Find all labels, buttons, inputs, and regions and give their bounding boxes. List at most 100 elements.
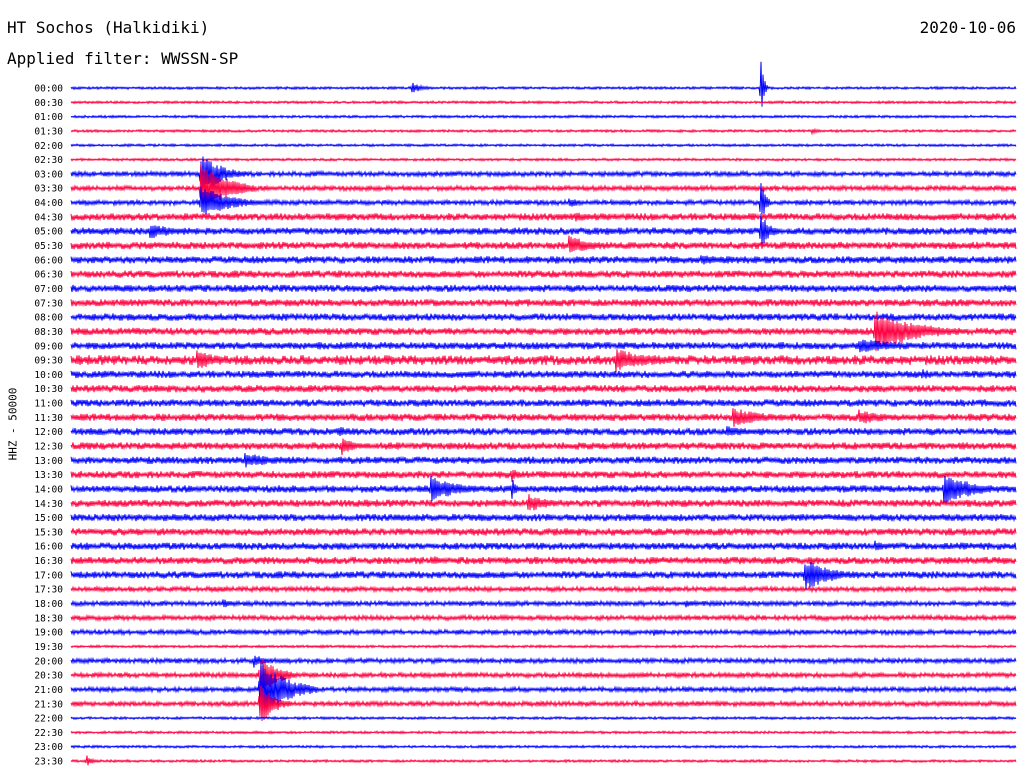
trace-row [70, 99, 1017, 105]
trace-row [70, 475, 1017, 505]
trace-row [70, 540, 1017, 551]
tick-label: 00:00 [34, 84, 63, 95]
date-label-text: 2020-10-06 [919, 18, 1016, 37]
tick-label: 01:30 [34, 126, 63, 137]
trace-row [70, 384, 1017, 394]
tick-label: 08:30 [34, 327, 63, 338]
tick-label: 02:30 [34, 155, 63, 166]
tick-label: 19:30 [34, 642, 63, 653]
trace-row [70, 183, 1017, 215]
tick-label: 11:30 [34, 413, 63, 424]
tick-label: 17:30 [34, 585, 63, 596]
trace-row [70, 311, 1017, 352]
seismic-traces [70, 61, 1017, 766]
trace-row [70, 269, 1017, 279]
station-title: HT Sochos (Halkidiki) [7, 18, 209, 37]
trace-row [70, 156, 1017, 189]
trace-row [70, 715, 1017, 721]
tick-label: 07:30 [34, 298, 63, 309]
tick-label: 22:00 [34, 714, 63, 725]
tick-label: 06:30 [34, 270, 63, 281]
time-tick-labels: 00:00 00:30 01:00 01:30 02:00 02:30 03:00 03:30… [34, 84, 63, 768]
tick-label: 12:30 [34, 442, 63, 453]
tick-label: 17:00 [34, 570, 63, 581]
trace-row [70, 408, 1017, 427]
trace-row [70, 555, 1017, 566]
trace-row [70, 744, 1017, 750]
trace-row [70, 729, 1017, 735]
date-label: 2020-10-06 [920, 18, 1016, 37]
trace-row [70, 426, 1017, 437]
trace-row [70, 212, 1017, 222]
tick-label: 13:30 [34, 470, 63, 481]
tick-label: 02:00 [34, 141, 63, 152]
tick-label: 21:00 [34, 685, 63, 696]
trace-row [70, 561, 1017, 590]
tick-label: 11:00 [34, 399, 63, 410]
trace-row [70, 255, 1017, 265]
tick-label: 06:00 [34, 255, 63, 266]
trace-row [70, 513, 1017, 523]
tick-label: 21:30 [34, 699, 63, 710]
trace-row [70, 452, 1017, 468]
trace-row [70, 659, 1017, 694]
tick-label: 19:00 [34, 628, 63, 639]
trace-row [70, 157, 1017, 163]
trace-row [70, 644, 1017, 649]
trace-row [70, 655, 1017, 668]
tick-label: 12:00 [34, 427, 63, 438]
tick-label: 14:30 [34, 499, 63, 510]
tick-label: 23:00 [34, 742, 63, 753]
tick-label: 16:00 [34, 542, 63, 553]
trace-row [70, 469, 1017, 482]
trace-row [70, 627, 1017, 637]
tick-label: 15:30 [34, 527, 63, 538]
trace-row [70, 584, 1017, 594]
trace-row [70, 163, 1017, 208]
trace-row [70, 61, 1017, 107]
station-title-text: HT Sochos (Halkidiki) [7, 18, 210, 37]
tick-label: 08:00 [34, 313, 63, 324]
tick-label: 00:30 [34, 98, 63, 109]
tick-label: 03:00 [34, 169, 63, 180]
trace-row [70, 755, 1017, 766]
trace-row [70, 398, 1017, 408]
tick-label: 10:30 [34, 384, 63, 395]
tick-label: 07:00 [34, 284, 63, 295]
tick-label: 14:00 [34, 484, 63, 495]
tick-label: 16:30 [34, 556, 63, 567]
filter-prefix: Applied filter: [7, 49, 152, 68]
tick-label: 05:00 [34, 227, 63, 238]
trace-row [70, 438, 1017, 456]
trace-row [70, 369, 1017, 379]
trace-row [70, 663, 1017, 718]
tick-label: 23:30 [34, 757, 63, 768]
trace-row [70, 114, 1017, 120]
tick-label: 15:00 [34, 513, 63, 524]
tick-label: 05:30 [34, 241, 63, 252]
tick-label: 09:00 [34, 341, 63, 352]
trace-row [70, 685, 1017, 722]
tick-label: 18:30 [34, 613, 63, 624]
trace-row [70, 494, 1017, 511]
trace-row [70, 142, 1017, 148]
trace-row [70, 213, 1017, 245]
trace-row [70, 235, 1017, 253]
tick-label: 09:30 [34, 356, 63, 367]
tick-label: 10:00 [34, 370, 63, 381]
tick-label: 20:30 [34, 671, 63, 682]
tick-label: 03:30 [34, 184, 63, 195]
trace-row [70, 298, 1017, 308]
trace-row [70, 599, 1017, 608]
trace-row [70, 284, 1017, 293]
trace-row [70, 613, 1017, 623]
trace-row [70, 339, 1017, 353]
tick-label: 04:00 [34, 198, 63, 209]
trace-row [70, 312, 1017, 322]
tick-label: 01:00 [34, 112, 63, 123]
filter-label: Applied filter: WWSSN-SP [7, 49, 238, 68]
filter-name: WWSSN-SP [161, 49, 239, 68]
trace-row [70, 127, 1017, 136]
trace-row [70, 527, 1017, 537]
